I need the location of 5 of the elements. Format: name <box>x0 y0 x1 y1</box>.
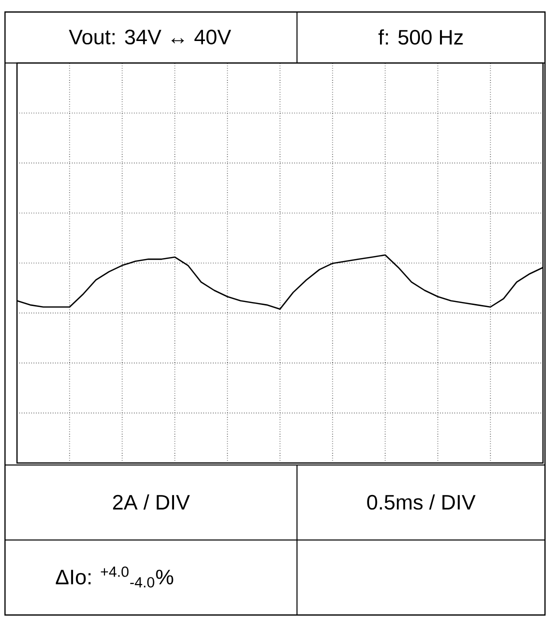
text: f: 500 Hz <box>378 29 463 45</box>
text: ΔIo: $^{+4.0}$$_{-4.0}$% <box>56 566 174 588</box>
text: 0.5ms / DIV <box>367 494 476 510</box>
text: Vout: 34V ↔ 40V <box>68 30 232 44</box>
text: 2A / DIV <box>113 494 190 510</box>
